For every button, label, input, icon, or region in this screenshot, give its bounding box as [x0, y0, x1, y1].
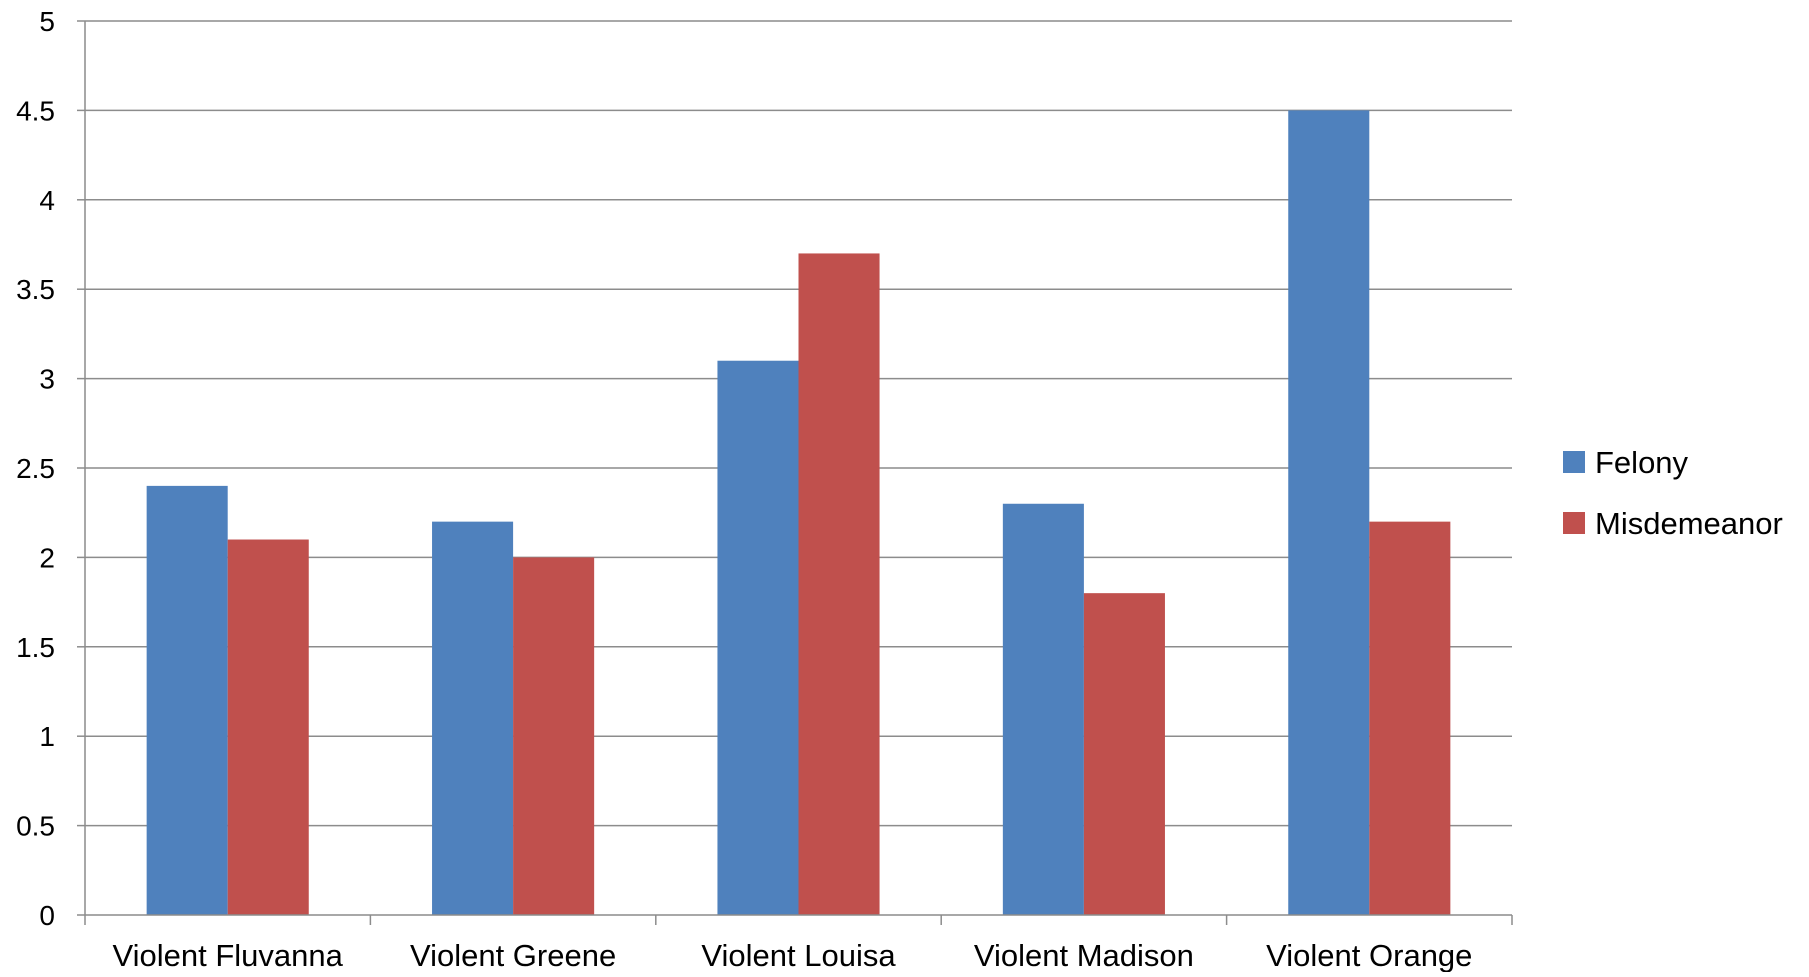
- x-tick-labels: Violent Fluvanna Violent Greene Violent Lo…: [113, 938, 1473, 973]
- y-tick-label: 1.5: [16, 632, 55, 663]
- x-tick-label: Violent Louisa: [701, 938, 896, 972]
- bars: [146, 110, 1451, 916]
- y-tick-label: 2.5: [16, 453, 55, 484]
- legend-label-felony: Felony: [1595, 445, 1689, 480]
- bar-misdemeanor-1: [513, 557, 595, 915]
- y-tick-label: 3: [39, 364, 55, 395]
- x-tick-label: Violent Orange: [1266, 938, 1472, 972]
- legend: Felony Misdemeanor: [1563, 445, 1783, 541]
- x-tick-label: Violent Greene: [410, 938, 616, 972]
- y-tick-label: 3.5: [16, 274, 55, 305]
- bar-misdemeanor-0: [227, 539, 309, 915]
- bar-felony-1: [432, 521, 514, 915]
- y-tick-label: 5: [39, 6, 55, 37]
- bar-misdemeanor-4: [1369, 521, 1451, 915]
- legend-swatch-misdemeanor: [1563, 512, 1585, 534]
- bar-felony-3: [1002, 503, 1084, 915]
- y-tick-label: 1: [39, 721, 55, 752]
- bar-misdemeanor-3: [1083, 593, 1165, 915]
- bar-felony-4: [1288, 110, 1370, 915]
- legend-label-misdemeanor: Misdemeanor: [1595, 506, 1783, 541]
- legend-swatch-felony: [1563, 451, 1585, 473]
- bar-misdemeanor-2: [798, 253, 880, 915]
- x-tick-label: Violent Fluvanna: [113, 938, 344, 972]
- y-tick-label: 0: [39, 900, 55, 931]
- y-tick-label: 4.5: [16, 95, 55, 126]
- bar-felony-0: [146, 485, 228, 915]
- y-tick-label: 4: [39, 185, 55, 216]
- y-tick-label: 0.5: [16, 811, 55, 842]
- axes: [77, 20, 1513, 925]
- x-tick-label: Violent Madison: [974, 938, 1194, 972]
- bar-felony-2: [717, 360, 799, 916]
- y-tick-label: 2: [39, 542, 55, 573]
- y-tick-labels: 0 0.5 1 1.5 2 2.5 3 3.5 4 4.5 5: [16, 6, 55, 931]
